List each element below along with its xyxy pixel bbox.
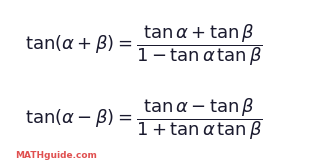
Text: MATHguide.com: MATHguide.com	[16, 151, 97, 160]
Text: $\tan(\alpha - \beta) = \dfrac{\tan\alpha - \tan\beta}{1 + \tan\alpha\,\tan\beta: $\tan(\alpha - \beta) = \dfrac{\tan\alph…	[25, 96, 263, 142]
Text: $\tan(\alpha + \beta) = \dfrac{\tan\alpha + \tan\beta}{1 - \tan\alpha\,\tan\beta: $\tan(\alpha + \beta) = \dfrac{\tan\alph…	[25, 23, 263, 68]
